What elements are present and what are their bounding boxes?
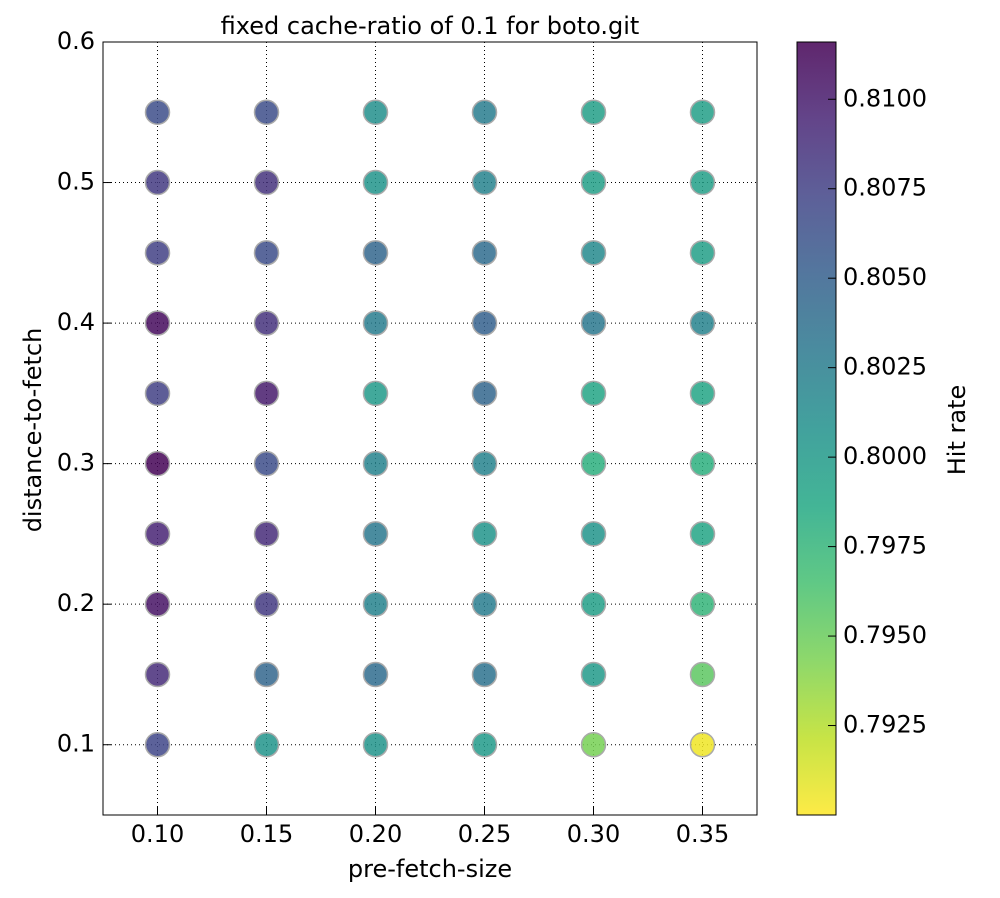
- point: [144, 99, 171, 126]
- point: [253, 731, 280, 758]
- point: [689, 661, 716, 688]
- point: [144, 169, 171, 196]
- point: [580, 380, 607, 407]
- point: [580, 310, 607, 336]
- y-tick-label: 0.4: [57, 308, 95, 336]
- colorbar-tick-label: 0.7950: [843, 621, 927, 649]
- point: [580, 99, 607, 126]
- point: [253, 169, 280, 196]
- point: [253, 380, 280, 407]
- point: [689, 240, 716, 266]
- point: [144, 731, 171, 758]
- point: [144, 310, 171, 336]
- point: [362, 521, 389, 547]
- colorbar-tick-label: 0.7925: [843, 711, 927, 739]
- point: [253, 310, 280, 336]
- point: [253, 450, 280, 477]
- point: [362, 380, 389, 407]
- point: [471, 521, 498, 547]
- colorbar-tick-label: 0.8025: [843, 353, 927, 381]
- point: [689, 731, 716, 758]
- colorbar-tick-label: 0.8100: [843, 84, 927, 112]
- point: [471, 591, 498, 617]
- point: [362, 450, 389, 477]
- point: [689, 591, 716, 617]
- plot-frame: [102, 41, 758, 816]
- colorbar-label: Hit rate: [943, 385, 971, 476]
- point: [362, 731, 389, 758]
- x-tick-label: 0.15: [240, 820, 293, 848]
- point: [471, 99, 498, 126]
- point: [689, 310, 716, 336]
- point: [144, 380, 171, 407]
- point: [253, 661, 280, 688]
- point: [689, 380, 716, 407]
- y-tick-label: 0.2: [57, 589, 95, 617]
- point: [362, 99, 389, 126]
- y-tick-label: 0.3: [57, 449, 95, 477]
- point: [144, 450, 171, 477]
- point: [580, 240, 607, 266]
- point: [580, 169, 607, 196]
- y-axis-label: distance-to-fetch: [19, 328, 47, 533]
- point: [253, 99, 280, 126]
- point: [580, 521, 607, 547]
- point: [144, 521, 171, 547]
- point: [144, 661, 171, 688]
- point: [580, 731, 607, 758]
- point: [471, 450, 498, 477]
- point: [362, 240, 389, 266]
- colorbar-tick-label: 0.8075: [843, 174, 927, 202]
- point: [362, 661, 389, 688]
- point: [689, 521, 716, 547]
- x-axis-label: pre-fetch-size: [348, 855, 512, 883]
- point: [471, 240, 498, 266]
- point: [580, 591, 607, 617]
- point: [471, 731, 498, 758]
- point: [580, 661, 607, 688]
- point: [253, 591, 280, 617]
- colorbar-tick-label: 0.7975: [843, 532, 927, 560]
- point: [471, 661, 498, 688]
- point: [689, 450, 716, 477]
- point: [144, 591, 171, 617]
- y-tick-label: 0.1: [57, 730, 95, 758]
- x-tick-label: 0.25: [458, 820, 511, 848]
- x-tick-label: 0.35: [676, 820, 729, 848]
- colorbar-tick-label: 0.8000: [843, 442, 927, 470]
- point: [471, 169, 498, 196]
- y-tick-label: 0.6: [57, 27, 95, 55]
- point: [689, 169, 716, 196]
- x-tick-label: 0.30: [567, 820, 620, 848]
- point: [580, 450, 607, 477]
- x-tick-label: 0.10: [131, 820, 184, 848]
- point: [471, 310, 498, 336]
- point: [362, 310, 389, 336]
- x-tick-label: 0.20: [349, 820, 402, 848]
- point: [689, 99, 716, 126]
- point: [253, 240, 280, 266]
- y-tick-label: 0.5: [57, 168, 95, 196]
- colorbar: [796, 41, 837, 816]
- point: [471, 380, 498, 407]
- point: [362, 169, 389, 196]
- point: [253, 521, 280, 547]
- colorbar-tick-label: 0.8050: [843, 263, 927, 291]
- point: [362, 591, 389, 617]
- point: [144, 240, 171, 266]
- chart-title: fixed cache-ratio of 0.1 for boto.git: [221, 12, 640, 40]
